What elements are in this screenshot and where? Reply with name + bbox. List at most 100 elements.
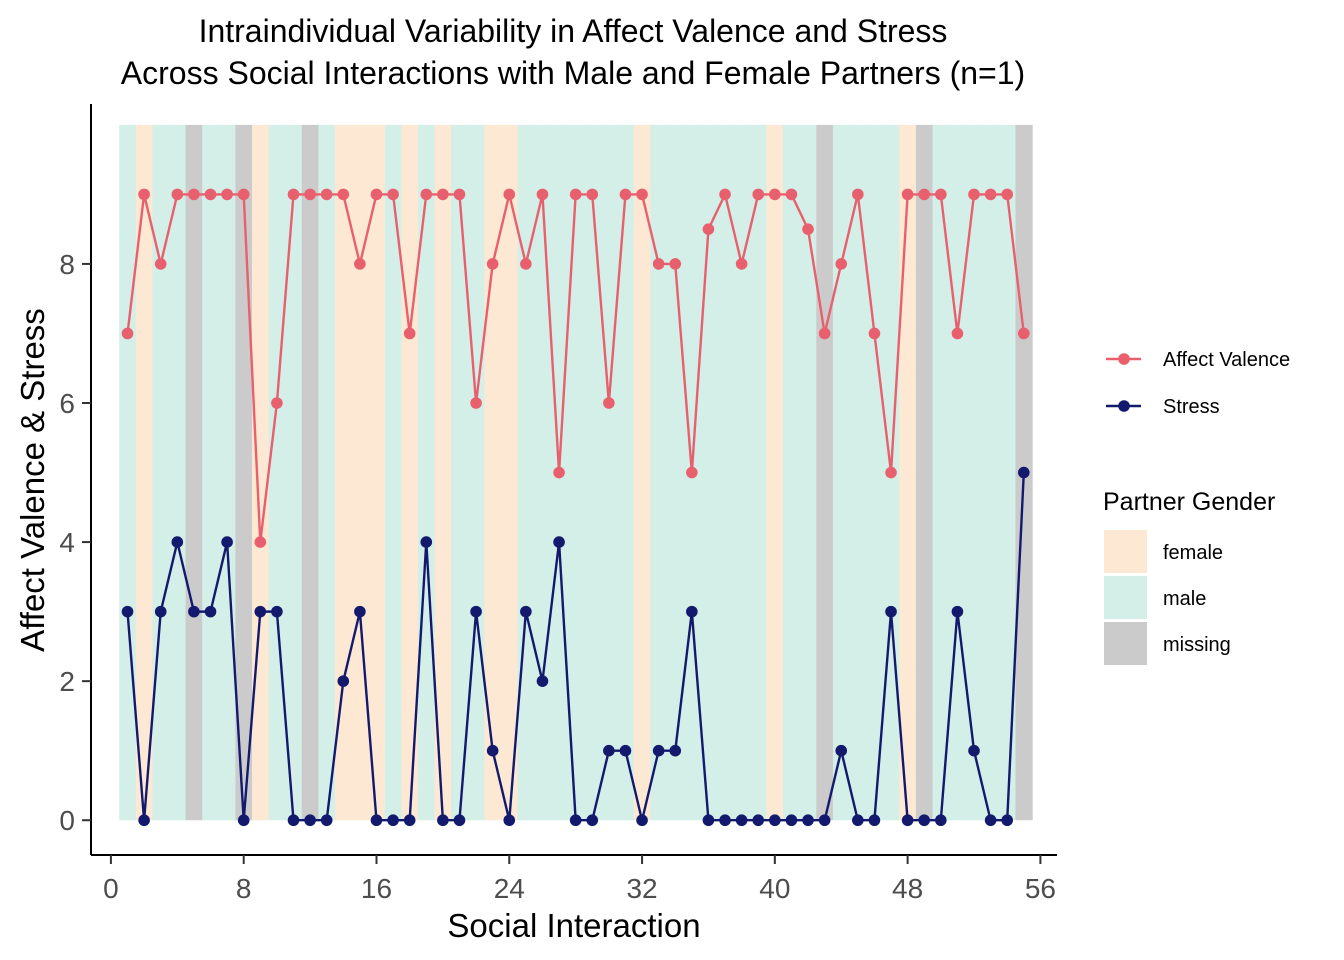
affect-valence-point <box>520 258 532 270</box>
x-tick-label: 40 <box>759 873 790 904</box>
stress-point <box>553 536 565 548</box>
stress-point <box>188 605 200 618</box>
band-male <box>567 124 585 821</box>
stress-point <box>652 744 665 757</box>
affect-valence-point <box>221 188 233 201</box>
affect-valence-point <box>901 188 914 201</box>
y-tick-label: 6 <box>59 388 75 419</box>
stress-point <box>387 814 399 827</box>
affect-valence-point <box>735 258 748 270</box>
band-male <box>949 124 967 821</box>
affect-valence-point <box>918 188 931 201</box>
band-female <box>368 124 386 821</box>
stress-point <box>636 814 648 827</box>
band-male <box>783 124 801 821</box>
stress-point <box>719 814 731 827</box>
stress-point <box>818 814 831 827</box>
stress-point <box>852 814 864 827</box>
affect-valence-point <box>636 188 648 201</box>
legend-missing-label: missing <box>1163 634 1231 656</box>
stress-point <box>686 605 698 618</box>
affect-valence-point <box>204 188 217 201</box>
affect-valence-point <box>138 188 150 201</box>
stress-point <box>453 814 466 827</box>
affect-valence-point <box>868 327 881 340</box>
affect-valence-point <box>885 466 897 479</box>
affect-valence-point <box>503 188 516 201</box>
y-tick-label: 4 <box>59 527 75 558</box>
affect-valence-point <box>669 258 682 270</box>
band-female <box>500 124 519 821</box>
x-tick-label: 56 <box>1025 873 1056 904</box>
stress-point <box>885 605 897 618</box>
stress-point <box>868 814 881 827</box>
stress-point <box>437 814 449 827</box>
stress-point <box>536 675 549 687</box>
band-male <box>799 124 817 821</box>
band-missing <box>915 124 934 821</box>
band-male <box>650 124 668 821</box>
band-male <box>285 124 303 821</box>
x-tick-label: 8 <box>236 873 252 904</box>
stress-point <box>569 814 582 827</box>
affect-valence-point <box>785 188 798 201</box>
affect-valence-point <box>387 188 399 201</box>
stress-point <box>901 814 914 827</box>
stress-point <box>752 814 765 827</box>
stress-point <box>304 814 316 827</box>
x-axis-title: Social Interaction <box>447 907 700 944</box>
affect-valence-point <box>769 188 781 201</box>
affect-valence-point <box>1018 327 1030 340</box>
x-tick-label: 48 <box>892 873 923 904</box>
band-male <box>467 124 485 821</box>
band-male <box>268 124 286 821</box>
affect-valence-point <box>569 188 582 201</box>
stress-point <box>171 536 184 548</box>
stress-point <box>1001 814 1014 827</box>
affect-valence-point <box>370 188 383 201</box>
x-tick-label: 32 <box>626 873 657 904</box>
affect-valence-point <box>486 258 499 270</box>
x-tick-label: 24 <box>494 873 525 904</box>
series-legend: Affect Valence Stress <box>1106 349 1290 418</box>
stress-point <box>918 814 931 827</box>
band-female <box>484 124 502 821</box>
affect-valence-point <box>968 188 980 201</box>
stress-point <box>735 814 748 827</box>
band-female <box>434 124 452 821</box>
stress-point <box>138 814 150 827</box>
band-male <box>998 124 1017 821</box>
y-axis-title: Affect Valence & Stress <box>14 308 51 652</box>
stress-point <box>802 814 814 827</box>
band-male <box>832 124 851 821</box>
band-male <box>583 124 602 821</box>
stress-point <box>204 605 217 618</box>
band-male <box>202 124 220 821</box>
legend-affect-valence-point <box>1118 353 1130 365</box>
x-ticks: 0 8 16 24 32 40 48 56 <box>103 855 1056 904</box>
affect-valence-point <box>818 327 831 340</box>
stress-point <box>586 814 599 827</box>
legend-missing-swatch <box>1104 622 1147 665</box>
affect-valence-point <box>237 188 250 201</box>
stress-point <box>370 814 383 827</box>
stress-point <box>520 605 532 618</box>
band-female <box>633 124 651 821</box>
x-tick-label: 0 <box>103 873 119 904</box>
affect-valence-point <box>154 258 167 270</box>
affect-valence-point <box>420 188 433 201</box>
affect-valence-point <box>619 188 632 201</box>
band-male <box>666 124 685 821</box>
stress-point <box>470 605 482 618</box>
stress-point <box>619 744 632 757</box>
legend-affect-valence-label: Affect Valence <box>1163 349 1290 371</box>
affect-valence-point <box>719 188 731 201</box>
chart-subtitle: Across Social Interactions with Male and… <box>121 55 1025 91</box>
stress-point <box>603 744 615 757</box>
band-female <box>766 124 784 821</box>
affect-valence-point <box>752 188 765 201</box>
y-tick-label: 0 <box>59 805 75 836</box>
stress-point <box>769 814 781 827</box>
affect-valence-point <box>304 188 316 201</box>
stress-point <box>503 814 516 827</box>
